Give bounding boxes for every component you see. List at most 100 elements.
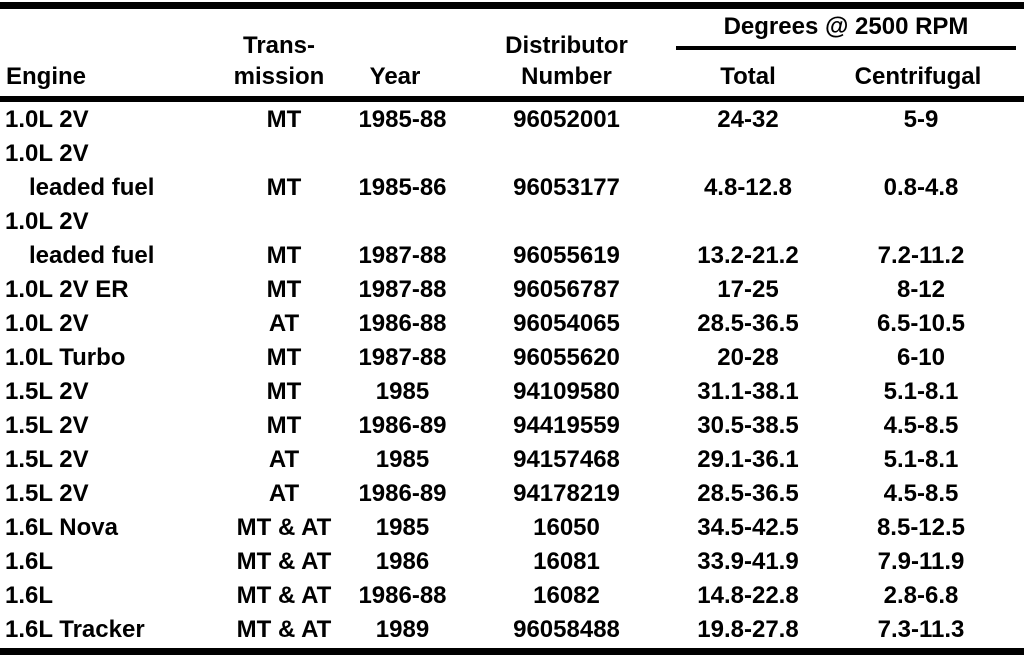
engine-cell: 1.5L 2V [0,443,218,477]
centrifugal-degrees-cell: 4.5-8.5 [883,412,959,439]
centrifugal-degrees-cell: 0.8-4.8 [883,174,959,201]
column-header-year: Year [369,63,421,90]
table-row: 1.6L Nova MT & AT 1985 16050 34.5-42.5 8.5-12… [0,511,1024,545]
engine-cell: 1.6L Tracker [0,613,218,647]
total-degrees-cell: 19.8-27.8 [697,616,799,643]
engine-name: 1.6L [5,548,54,575]
transmission-cell: MT & AT [236,514,332,541]
total-degrees-cell: 4.8-12.8 [703,174,793,201]
distributor-number-cell: 96053177 [513,174,620,201]
transmission-cell: AT [268,310,300,337]
engine-cell: 1.5L 2V [0,477,218,511]
table-row: 1.6L Tracker MT & AT 1989 96058488 19.8-27.8… [0,613,1024,647]
engine-name: 1.0L Turbo [5,344,126,371]
centrifugal-degrees-cell: 4.5-8.5 [883,480,959,507]
engine-name: 1.6L [5,582,54,609]
distributor-number-cell: 96056787 [513,276,620,303]
engine-name: 1.5L 2V [5,446,89,473]
total-degrees-cell: 29.1-36.1 [697,446,799,473]
transmission-cell: AT [268,446,300,473]
engine-cell: 1.0L 2V leaded fuel [0,205,218,273]
engine-cell: 1.0L 2V [0,103,218,137]
table-bottom-rule [0,648,1024,655]
column-header-engine: Engine [6,63,87,90]
distributor-header-line1: Distributor [505,32,628,59]
engine-name: 1.0L 2V [5,310,89,337]
year-cell: 1986-88 [358,310,447,337]
transmission-header-line2: mission [233,63,325,90]
table-header: Engine Trans-mission Year Distributor Num… [0,9,1024,96]
engine-name: 1.6L Nova [5,514,118,541]
table-row: 1.0L 2V leaded fuel MT 1985-86 96053177 4.8-1… [0,137,1024,205]
total-degrees-cell: 28.5-36.5 [697,480,799,507]
distributor-number-cell: 94178219 [513,480,620,507]
year-cell: 1986 [375,548,430,575]
transmission-cell: AT [268,480,300,507]
table-top-rule [0,2,1024,9]
engine-cell: 1.0L 2V [0,307,218,341]
engine-name: 1.0L 2V ER [5,276,129,303]
column-header-centrifugal: Centrifugal [854,63,982,90]
degrees-group-underline [676,46,1016,50]
total-degrees-cell: 28.5-36.5 [697,310,799,337]
distributor-number-cell: 16081 [533,548,600,575]
engine-name: 1.5L 2V [5,480,89,507]
engine-name-line2: leaded fuel [29,242,155,269]
engine-name: 1.5L 2V [5,412,89,439]
transmission-cell: MT & AT [236,616,332,643]
engine-cell: 1.6L [0,545,218,579]
engine-name-line2: leaded fuel [29,174,155,201]
engine-name: 1.0L 2V [5,140,89,167]
distributor-number-cell: 16082 [533,582,600,609]
table-row: 1.5L 2V MT 1985 94109580 31.1-38.1 5.1-8.1 [0,375,1024,409]
centrifugal-degrees-cell: 7.3-11.3 [877,616,965,643]
total-degrees-cell: 31.1-38.1 [697,378,799,405]
total-degrees-cell: 14.8-22.8 [697,582,799,609]
table-row: 1.0L Turbo MT 1987-88 96055620 20-28 6-10 [0,341,1024,375]
transmission-cell: MT [266,242,302,269]
engine-name: 1.5L 2V [5,378,89,405]
distributor-number-cell: 96058488 [513,616,620,643]
distributor-number-cell: 94419559 [513,412,620,439]
table-row: 1.5L 2V AT 1985 94157468 29.1-36.1 5.1-8.1 [0,443,1024,477]
table-row: 1.5L 2V MT 1986-89 94419559 30.5-38.5 4.5-8.5 [0,409,1024,443]
distributor-number-cell: 96055620 [513,344,620,371]
transmission-cell: MT & AT [236,582,332,609]
year-cell: 1985 [375,446,430,473]
year-cell: 1985 [375,514,430,541]
distributor-number-cell: 96055619 [513,242,620,269]
transmission-cell: MT [266,378,302,405]
table-body: 1.0L 2V MT 1985-88 96052001 24-32 5-9 1.0L 2V l… [0,103,1024,647]
table-row: 1.0L 2V AT 1986-88 96054065 28.5-36.5 6.5-10.… [0,307,1024,341]
year-cell: 1985-86 [358,174,447,201]
engine-cell: 1.6L Nova [0,511,218,545]
distributor-number-cell: 96054065 [513,310,620,337]
total-degrees-cell: 13.2-21.2 [697,242,799,269]
table-row: 1.0L 2V ER MT 1987-88 96056787 17-25 8-12 [0,273,1024,307]
year-cell: 1989 [375,616,430,643]
column-header-transmission: Trans-mission [208,30,350,92]
transmission-cell: MT [266,106,302,133]
engine-name: 1.0L 2V [5,208,89,235]
table-row: 1.6L MT & AT 1986 16081 33.9-41.9 7.9-11.9 [0,545,1024,579]
year-cell: 1986-89 [358,412,447,439]
year-cell: 1986-89 [358,480,447,507]
engine-cell: 1.0L 2V ER [0,273,218,307]
total-degrees-cell: 34.5-42.5 [697,514,799,541]
distributor-number-cell: 16050 [533,514,600,541]
year-cell: 1986-88 [358,582,447,609]
year-cell: 1987-88 [358,344,447,371]
centrifugal-degrees-cell: 7.2-11.2 [877,242,965,269]
engine-cell: 1.5L 2V [0,375,218,409]
year-cell: 1985 [375,378,430,405]
table-row: 1.0L 2V leaded fuel MT 1987-88 96055619 13.2-… [0,205,1024,273]
year-cell: 1987-88 [358,242,447,269]
transmission-cell: MT [266,344,302,371]
table-row: 1.6L MT & AT 1986-88 16082 14.8-22.8 2.8-6.8 [0,579,1024,613]
centrifugal-degrees-cell: 8.5-12.5 [876,514,966,541]
engine-cell: 1.5L 2V [0,409,218,443]
centrifugal-degrees-cell: 5-9 [903,106,939,133]
transmission-cell: MT [266,174,302,201]
engine-cell: 1.0L Turbo [0,341,218,375]
